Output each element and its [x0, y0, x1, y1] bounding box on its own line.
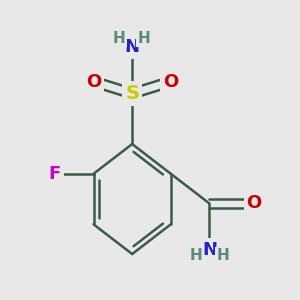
- Text: F: F: [49, 165, 61, 183]
- Text: O: O: [86, 73, 101, 91]
- Text: O: O: [246, 194, 262, 212]
- Text: H: H: [112, 31, 125, 46]
- Text: S: S: [125, 84, 139, 103]
- Text: O: O: [163, 73, 178, 91]
- Text: H: H: [190, 248, 202, 263]
- Text: H: H: [138, 31, 150, 46]
- Text: N: N: [202, 241, 217, 259]
- Text: N: N: [125, 38, 140, 56]
- Text: H: H: [216, 248, 229, 263]
